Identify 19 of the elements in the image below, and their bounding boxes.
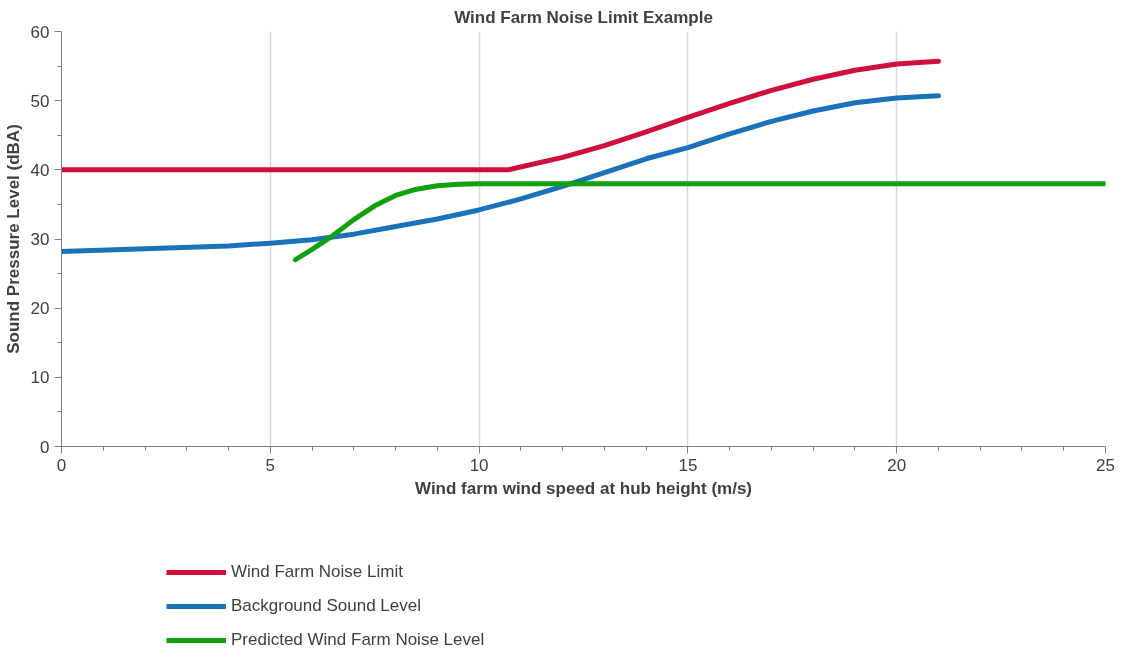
y-tick-label: 60 [30, 22, 50, 42]
x-tick-label: 5 [265, 455, 276, 475]
legend-label: Background Sound Level [231, 596, 421, 616]
y-tick-label: 50 [30, 91, 50, 111]
x-tick-label: 20 [887, 455, 907, 475]
y-tick-label: 10 [30, 368, 50, 388]
y-tick-label: 0 [40, 437, 50, 457]
y-tick-label: 20 [30, 299, 50, 319]
y-tick-label: 40 [30, 160, 50, 180]
x-axis-title: Wind farm wind speed at hub height (m/s) [414, 478, 753, 498]
y-tick-label: 30 [30, 230, 50, 249]
legend-label: Predicted Wind Farm Noise Level [231, 630, 485, 650]
x-tick-label: 0 [56, 455, 67, 475]
x-tick-label: 10 [469, 455, 489, 475]
legend-label: Wind Farm Noise Limit [231, 562, 403, 582]
y-axis-title: Sound Pressure Level (dBA) [3, 124, 23, 354]
x-tick-label: 25 [1096, 455, 1115, 475]
chart-title: Wind Farm Noise Limit Example [454, 7, 713, 27]
x-tick-label: 15 [678, 455, 698, 475]
